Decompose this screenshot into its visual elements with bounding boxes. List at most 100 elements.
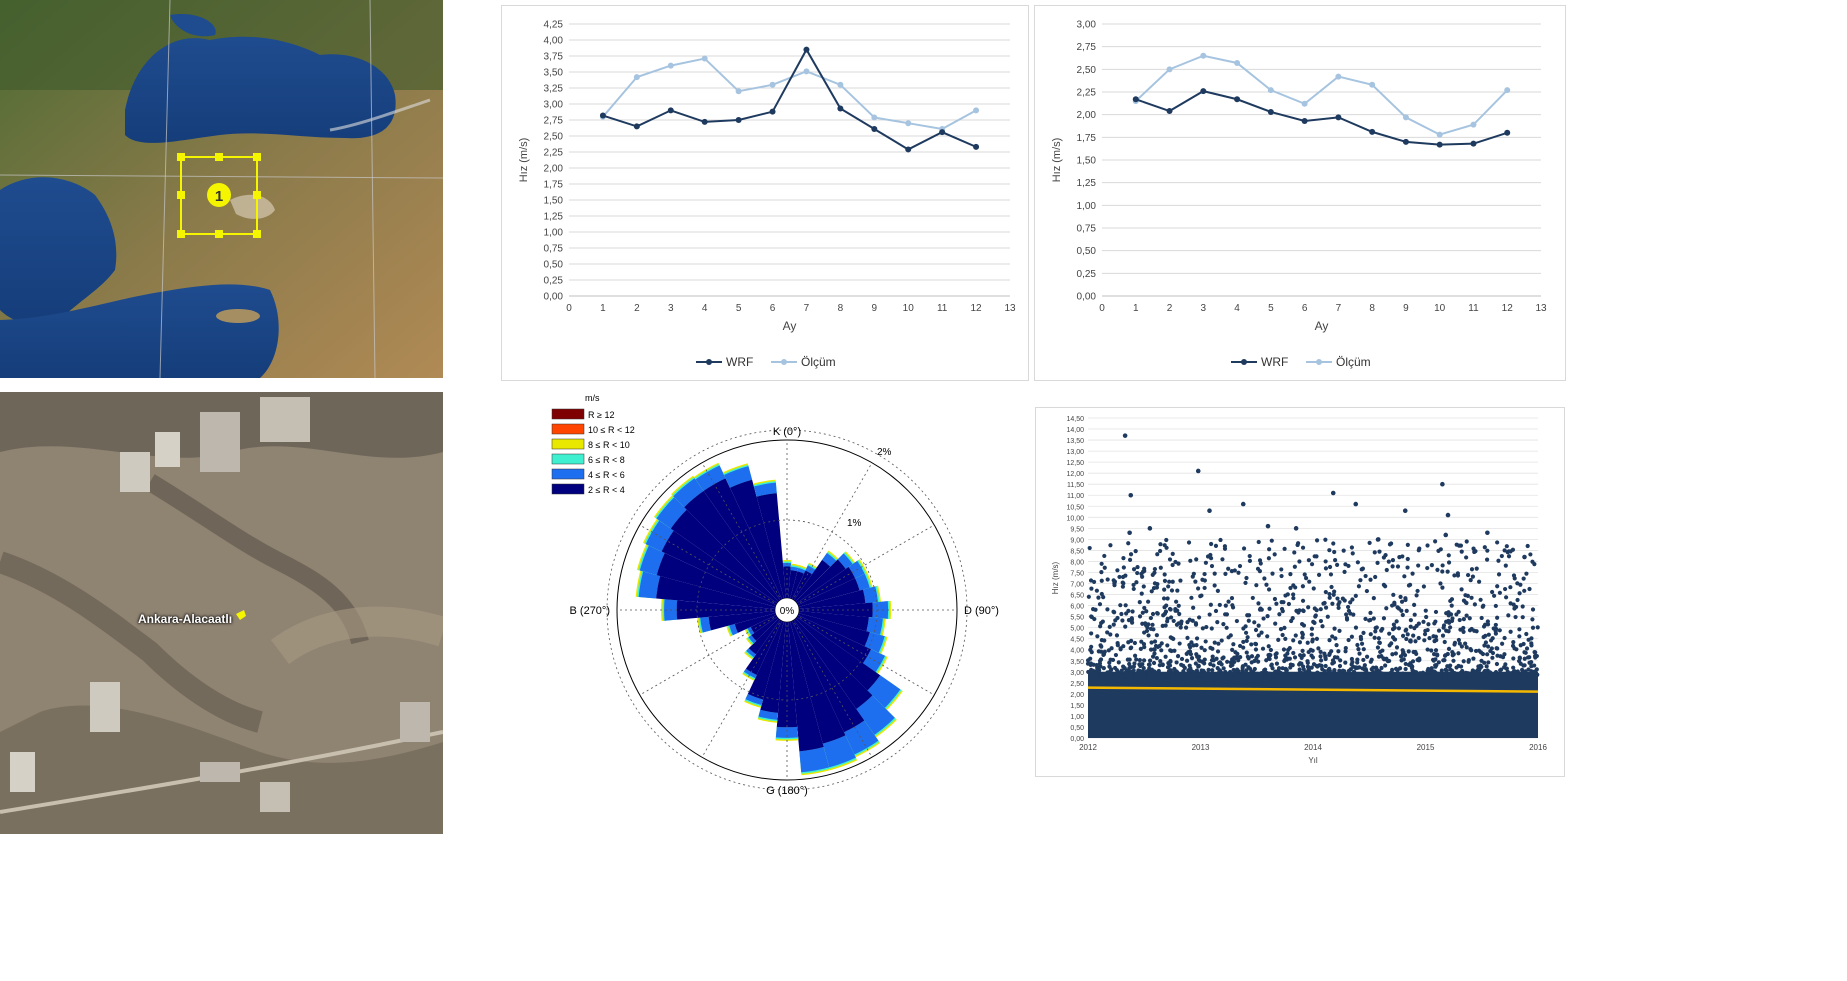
scatter-point [1154, 633, 1159, 638]
y-tick-label: 4,00 [544, 36, 564, 47]
scatter-point [1235, 667, 1240, 672]
scatter-point [1270, 666, 1275, 671]
scatter-point [1299, 670, 1304, 676]
scatter-point [1386, 559, 1391, 564]
scatter-point [1470, 574, 1476, 579]
scatter-point [1156, 668, 1161, 674]
scatter-point [1451, 658, 1456, 663]
scatter-point [1491, 593, 1497, 598]
scatter-point [1400, 554, 1405, 559]
scatter-point [1284, 668, 1289, 673]
scatter-point [1211, 663, 1216, 668]
scatter-point [1413, 639, 1418, 644]
scatter-point [1141, 665, 1146, 671]
scatter-point [1220, 557, 1225, 562]
y-tick-label: 3,75 [544, 52, 564, 63]
scatter-point [1132, 661, 1137, 666]
scatter-point [1362, 667, 1367, 672]
scatter-point [1464, 645, 1469, 650]
scatter-point [1395, 564, 1401, 569]
scatter-point [1094, 588, 1099, 593]
scatter-point [1194, 668, 1199, 673]
scatter-point [1327, 652, 1332, 658]
scatter-point [1128, 552, 1134, 557]
scatter-point [1495, 584, 1500, 589]
scatter-point [1282, 674, 1287, 679]
scatter-point [1189, 656, 1195, 661]
scatter-point [1435, 567, 1440, 572]
scatter-point [1191, 673, 1196, 678]
scatter-point [1127, 661, 1132, 667]
scatter-point [1534, 667, 1539, 672]
rose-sector-core [751, 616, 779, 641]
rose-grid-ring [606, 429, 968, 791]
scatter-point [1314, 663, 1319, 669]
scatter-point [1207, 612, 1212, 617]
scatter-point [1293, 526, 1299, 531]
scatter-point [1321, 601, 1326, 606]
scatter-point [1162, 578, 1168, 583]
scatter-point [1376, 672, 1381, 677]
scatter-point [1373, 629, 1378, 634]
scatter-point [1225, 659, 1230, 664]
scatter-point [1522, 650, 1527, 655]
scatter-point [1273, 621, 1278, 626]
scatter-point [1511, 573, 1517, 578]
data-point [1335, 114, 1342, 121]
scatter-point [1193, 621, 1199, 626]
rose-legend-swatch [551, 453, 585, 465]
scatter-point [1146, 599, 1151, 604]
scatter-point [1164, 537, 1169, 543]
scatter-point [1490, 589, 1495, 595]
scatter-point [1363, 573, 1368, 579]
scatter-point [1351, 669, 1357, 674]
scatter-point [1368, 632, 1373, 637]
scatter-point [1461, 598, 1467, 603]
scatter-point [1341, 548, 1346, 553]
scatter-point [1150, 622, 1155, 627]
scatter-point [1496, 572, 1502, 577]
scatter-point [1404, 636, 1409, 642]
scatter-point [1171, 671, 1176, 677]
scatter-point [1209, 658, 1215, 663]
scatter-point [1405, 542, 1410, 547]
rose-sector-core [730, 479, 784, 600]
scatter-point [1381, 674, 1386, 679]
y-tick-label: 9,00 [1070, 537, 1084, 544]
scatter-point [1155, 582, 1160, 587]
scatter-point [1280, 632, 1285, 638]
data-point [1301, 118, 1308, 125]
scatter-point [1185, 635, 1190, 641]
scatter-point [1207, 508, 1212, 513]
data-point [1470, 140, 1477, 147]
scatter-point [1193, 579, 1198, 584]
series-line-olcum [602, 57, 977, 131]
scatter-point [1529, 664, 1534, 669]
scatter-point [1368, 577, 1373, 582]
rose-sector-mid [775, 726, 799, 738]
scatter-point [1290, 615, 1295, 621]
scatter-point [1272, 552, 1277, 557]
scatter-point [1489, 646, 1494, 651]
scatter-point [1330, 601, 1335, 606]
scatter-point [1446, 610, 1451, 615]
scatter-point [1266, 644, 1271, 649]
scatter-point [1517, 656, 1522, 661]
scatter-point [1209, 541, 1214, 547]
scatter-point [1152, 639, 1158, 644]
scatter-point [1126, 640, 1131, 645]
rose-grid-spoke [786, 524, 935, 611]
scatter-point [1381, 582, 1386, 587]
scatter-point [1172, 666, 1177, 672]
scatter-point [1266, 587, 1272, 592]
scatter-point [1312, 606, 1317, 611]
scatter-point [1310, 648, 1315, 653]
scatter-point [1405, 556, 1410, 562]
scatter-point [1436, 548, 1441, 554]
scatter-point [1244, 668, 1249, 673]
scatter-point [1358, 636, 1364, 642]
rose-sector-mid [639, 545, 665, 576]
data-point [1166, 108, 1173, 115]
scatter-point [1426, 673, 1431, 678]
y-tick-label: 0,00 [544, 292, 564, 303]
